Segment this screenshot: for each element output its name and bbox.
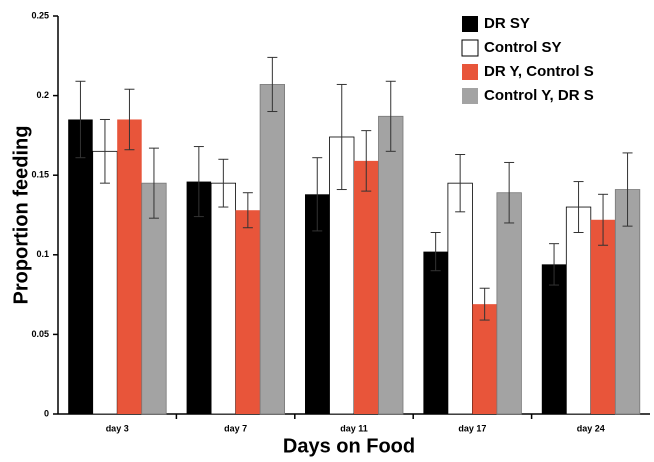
error-bar	[479, 287, 490, 321]
legend-label: Control Y, DR S	[484, 87, 594, 104]
y-tick-label: 0.25	[31, 10, 49, 20]
error-bar	[622, 152, 633, 227]
bar	[472, 304, 497, 414]
bar	[541, 264, 567, 414]
bar	[259, 84, 286, 415]
bar	[496, 192, 522, 415]
x-tick-label: day 11	[340, 423, 368, 433]
error-bar	[242, 192, 253, 229]
y-tick-label: 0	[44, 408, 49, 418]
x-axis-title: Days on Food	[283, 435, 415, 457]
error-bar	[193, 146, 204, 218]
error-bar	[75, 80, 86, 159]
x-tick-label: day 3	[106, 423, 129, 433]
legend-swatch	[462, 16, 478, 32]
legend-swatch	[461, 39, 479, 57]
bar	[186, 181, 212, 414]
legend-swatch	[462, 64, 478, 80]
error-bar	[336, 83, 347, 191]
bar	[423, 251, 448, 414]
error-bar	[99, 118, 110, 184]
bar	[565, 206, 592, 415]
bar	[447, 182, 473, 415]
x-tick-label: day 24	[577, 423, 605, 433]
x-tick-label: day 7	[224, 423, 247, 433]
error-bar	[504, 161, 515, 224]
y-tick-label: 0.1	[36, 249, 49, 259]
error-bar	[124, 88, 135, 151]
bar	[117, 119, 142, 414]
y-tick-label: 0.15	[31, 170, 49, 180]
error-bar	[598, 193, 609, 246]
y-tick-label: 0.05	[31, 329, 49, 339]
legend-label: Control SY	[484, 39, 562, 56]
error-bar	[455, 154, 466, 213]
legend-label: DR Y, Control S	[484, 63, 594, 80]
x-tick-label: day 17	[458, 423, 486, 433]
bar	[141, 182, 167, 415]
bar	[68, 119, 93, 414]
bar	[92, 150, 118, 415]
bar	[354, 160, 379, 414]
bar	[235, 210, 261, 414]
y-axis-title: Proportion feeding	[10, 126, 32, 305]
error-bar	[361, 130, 372, 192]
legend-label: DR SY	[484, 15, 530, 32]
error-bar	[148, 147, 159, 219]
error-bar	[385, 80, 396, 152]
error-bar	[430, 232, 441, 272]
error-bar	[312, 157, 323, 232]
error-bar	[549, 243, 560, 286]
error-bar	[573, 181, 584, 234]
y-tick-label: 0.2	[36, 90, 49, 100]
error-bar	[267, 56, 278, 113]
legend-swatch	[462, 88, 478, 104]
bar	[378, 115, 404, 415]
bar	[210, 182, 237, 415]
error-bar	[218, 158, 229, 208]
bar	[590, 219, 616, 414]
